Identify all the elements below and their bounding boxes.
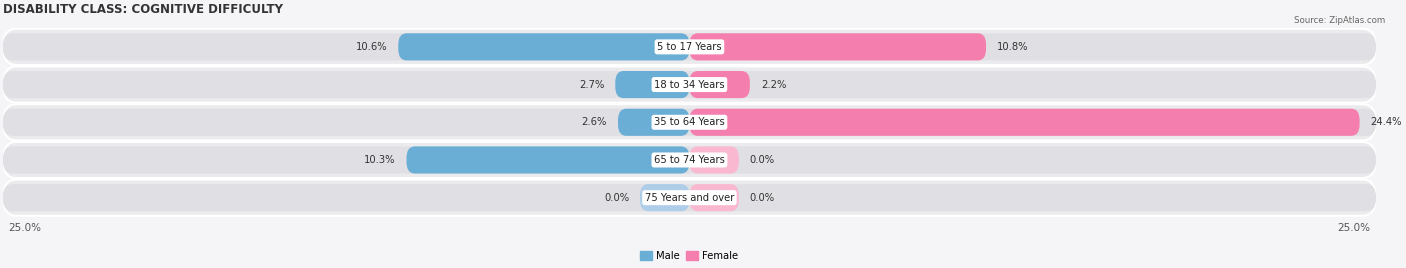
Text: 2.6%: 2.6% bbox=[582, 117, 607, 127]
FancyBboxPatch shape bbox=[689, 109, 1360, 136]
FancyBboxPatch shape bbox=[689, 184, 740, 211]
Text: 2.2%: 2.2% bbox=[761, 80, 786, 90]
FancyBboxPatch shape bbox=[689, 146, 740, 174]
FancyBboxPatch shape bbox=[3, 71, 1376, 98]
Text: 0.0%: 0.0% bbox=[749, 155, 775, 165]
FancyBboxPatch shape bbox=[3, 104, 1376, 140]
FancyBboxPatch shape bbox=[619, 109, 689, 136]
Text: 75 Years and over: 75 Years and over bbox=[645, 193, 734, 203]
Text: Source: ZipAtlas.com: Source: ZipAtlas.com bbox=[1294, 16, 1385, 25]
Text: 0.0%: 0.0% bbox=[605, 193, 628, 203]
FancyBboxPatch shape bbox=[398, 33, 689, 61]
Text: 5 to 17 Years: 5 to 17 Years bbox=[657, 42, 721, 52]
FancyBboxPatch shape bbox=[616, 71, 689, 98]
Text: DISABILITY CLASS: COGNITIVE DIFFICULTY: DISABILITY CLASS: COGNITIVE DIFFICULTY bbox=[3, 3, 283, 16]
Text: 35 to 64 Years: 35 to 64 Years bbox=[654, 117, 725, 127]
Text: 18 to 34 Years: 18 to 34 Years bbox=[654, 80, 724, 90]
FancyBboxPatch shape bbox=[3, 33, 1376, 61]
FancyBboxPatch shape bbox=[406, 146, 689, 174]
Text: 65 to 74 Years: 65 to 74 Years bbox=[654, 155, 725, 165]
FancyBboxPatch shape bbox=[3, 142, 1376, 178]
FancyBboxPatch shape bbox=[3, 146, 1376, 174]
FancyBboxPatch shape bbox=[640, 184, 689, 211]
Text: 25.0%: 25.0% bbox=[1337, 223, 1371, 233]
FancyBboxPatch shape bbox=[3, 29, 1376, 65]
FancyBboxPatch shape bbox=[689, 71, 749, 98]
Text: 25.0%: 25.0% bbox=[8, 223, 41, 233]
Text: 10.8%: 10.8% bbox=[997, 42, 1029, 52]
FancyBboxPatch shape bbox=[689, 33, 986, 61]
FancyBboxPatch shape bbox=[3, 184, 1376, 211]
Text: 0.0%: 0.0% bbox=[749, 193, 775, 203]
Text: 10.3%: 10.3% bbox=[364, 155, 395, 165]
Legend: Male, Female: Male, Female bbox=[637, 247, 742, 265]
FancyBboxPatch shape bbox=[3, 66, 1376, 103]
Text: 10.6%: 10.6% bbox=[356, 42, 387, 52]
Text: 24.4%: 24.4% bbox=[1371, 117, 1402, 127]
Text: 2.7%: 2.7% bbox=[579, 80, 605, 90]
FancyBboxPatch shape bbox=[3, 180, 1376, 216]
FancyBboxPatch shape bbox=[3, 109, 1376, 136]
